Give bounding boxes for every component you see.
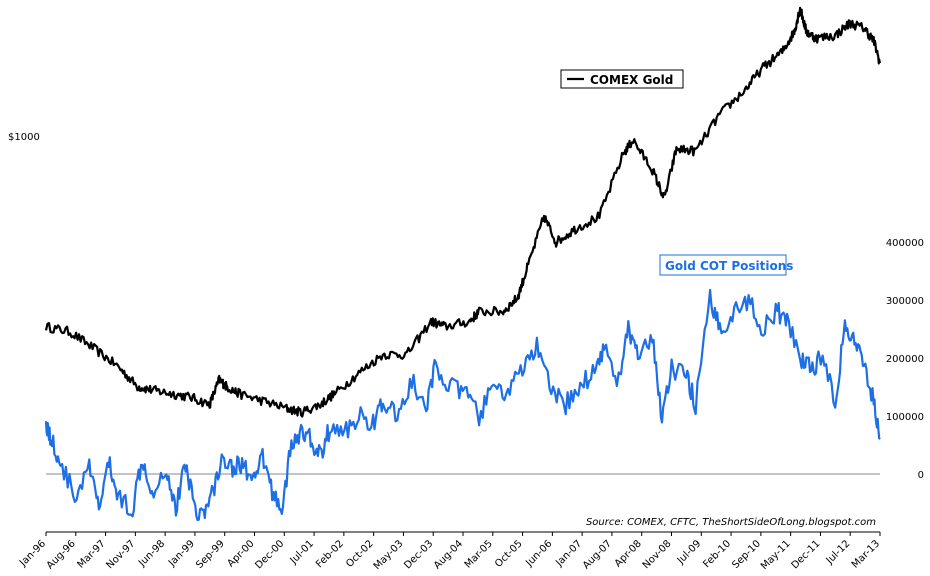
legend-label-gold-cot: Gold COT Positions <box>665 259 793 273</box>
x-tick-label: Sep-10 <box>730 538 763 571</box>
x-tick-label: Feb-10 <box>701 538 733 570</box>
right-tick-label: 300000 <box>886 296 924 307</box>
x-tick-label: Aug-07 <box>581 538 614 571</box>
x-tick-label: Jul-12 <box>824 538 853 567</box>
series-line-gold-cot <box>44 288 881 522</box>
x-tick-label: Jun-06 <box>523 538 554 569</box>
x-tick-label: Oct-02 <box>344 538 376 570</box>
series-layer <box>44 6 882 522</box>
x-tick-label: Aug-96 <box>45 538 78 571</box>
x-tick-label: Jul-09 <box>675 538 704 567</box>
left-tick-label: $1000 <box>8 132 40 143</box>
right-tick-label: 400000 <box>886 238 924 249</box>
series-line-comex-gold <box>44 6 882 418</box>
x-tick-label: Jul-01 <box>288 538 317 567</box>
right-tick-label: 100000 <box>886 412 924 423</box>
x-tick-label: Apr-08 <box>613 538 644 569</box>
x-tick-label: Dec-03 <box>402 538 435 571</box>
x-tick-label: Jun-98 <box>136 538 167 569</box>
x-tick-label: Jan-96 <box>17 538 48 569</box>
x-tick-label: Feb-02 <box>314 538 346 570</box>
x-tick-label: Mar-13 <box>850 538 882 570</box>
x-tick-label: Dec-00 <box>253 538 286 571</box>
x-tick-label: Apr-00 <box>226 538 257 569</box>
x-tick-label: Jan-07 <box>553 538 584 569</box>
x-tick-label: May-11 <box>759 538 793 572</box>
right-tick-label: 0 <box>918 470 924 481</box>
x-tick-label: Sep-99 <box>194 538 227 571</box>
source-annotation: Source: COMEX, CFTC, TheShortSideOfLong.… <box>586 517 876 528</box>
x-tick-label: Jan-99 <box>166 538 197 569</box>
x-tick-label: May-03 <box>372 538 406 572</box>
right-tick-label: 200000 <box>886 354 924 365</box>
x-tick-label: Nov-97 <box>105 538 138 571</box>
x-tick-label: Dec-11 <box>790 538 823 571</box>
x-tick-label: Mar-05 <box>463 538 495 570</box>
x-tick-label: Mar-97 <box>75 538 107 570</box>
x-tick-label: Oct-05 <box>493 538 525 570</box>
legend-label-comex-gold: COMEX Gold <box>590 73 673 87</box>
legend-box-comex-gold <box>560 69 684 89</box>
axes <box>45 473 881 536</box>
x-tick-label: Aug-04 <box>432 538 465 571</box>
legend-box-gold-cot <box>659 254 787 276</box>
x-tick-label: Nov-08 <box>641 538 674 571</box>
